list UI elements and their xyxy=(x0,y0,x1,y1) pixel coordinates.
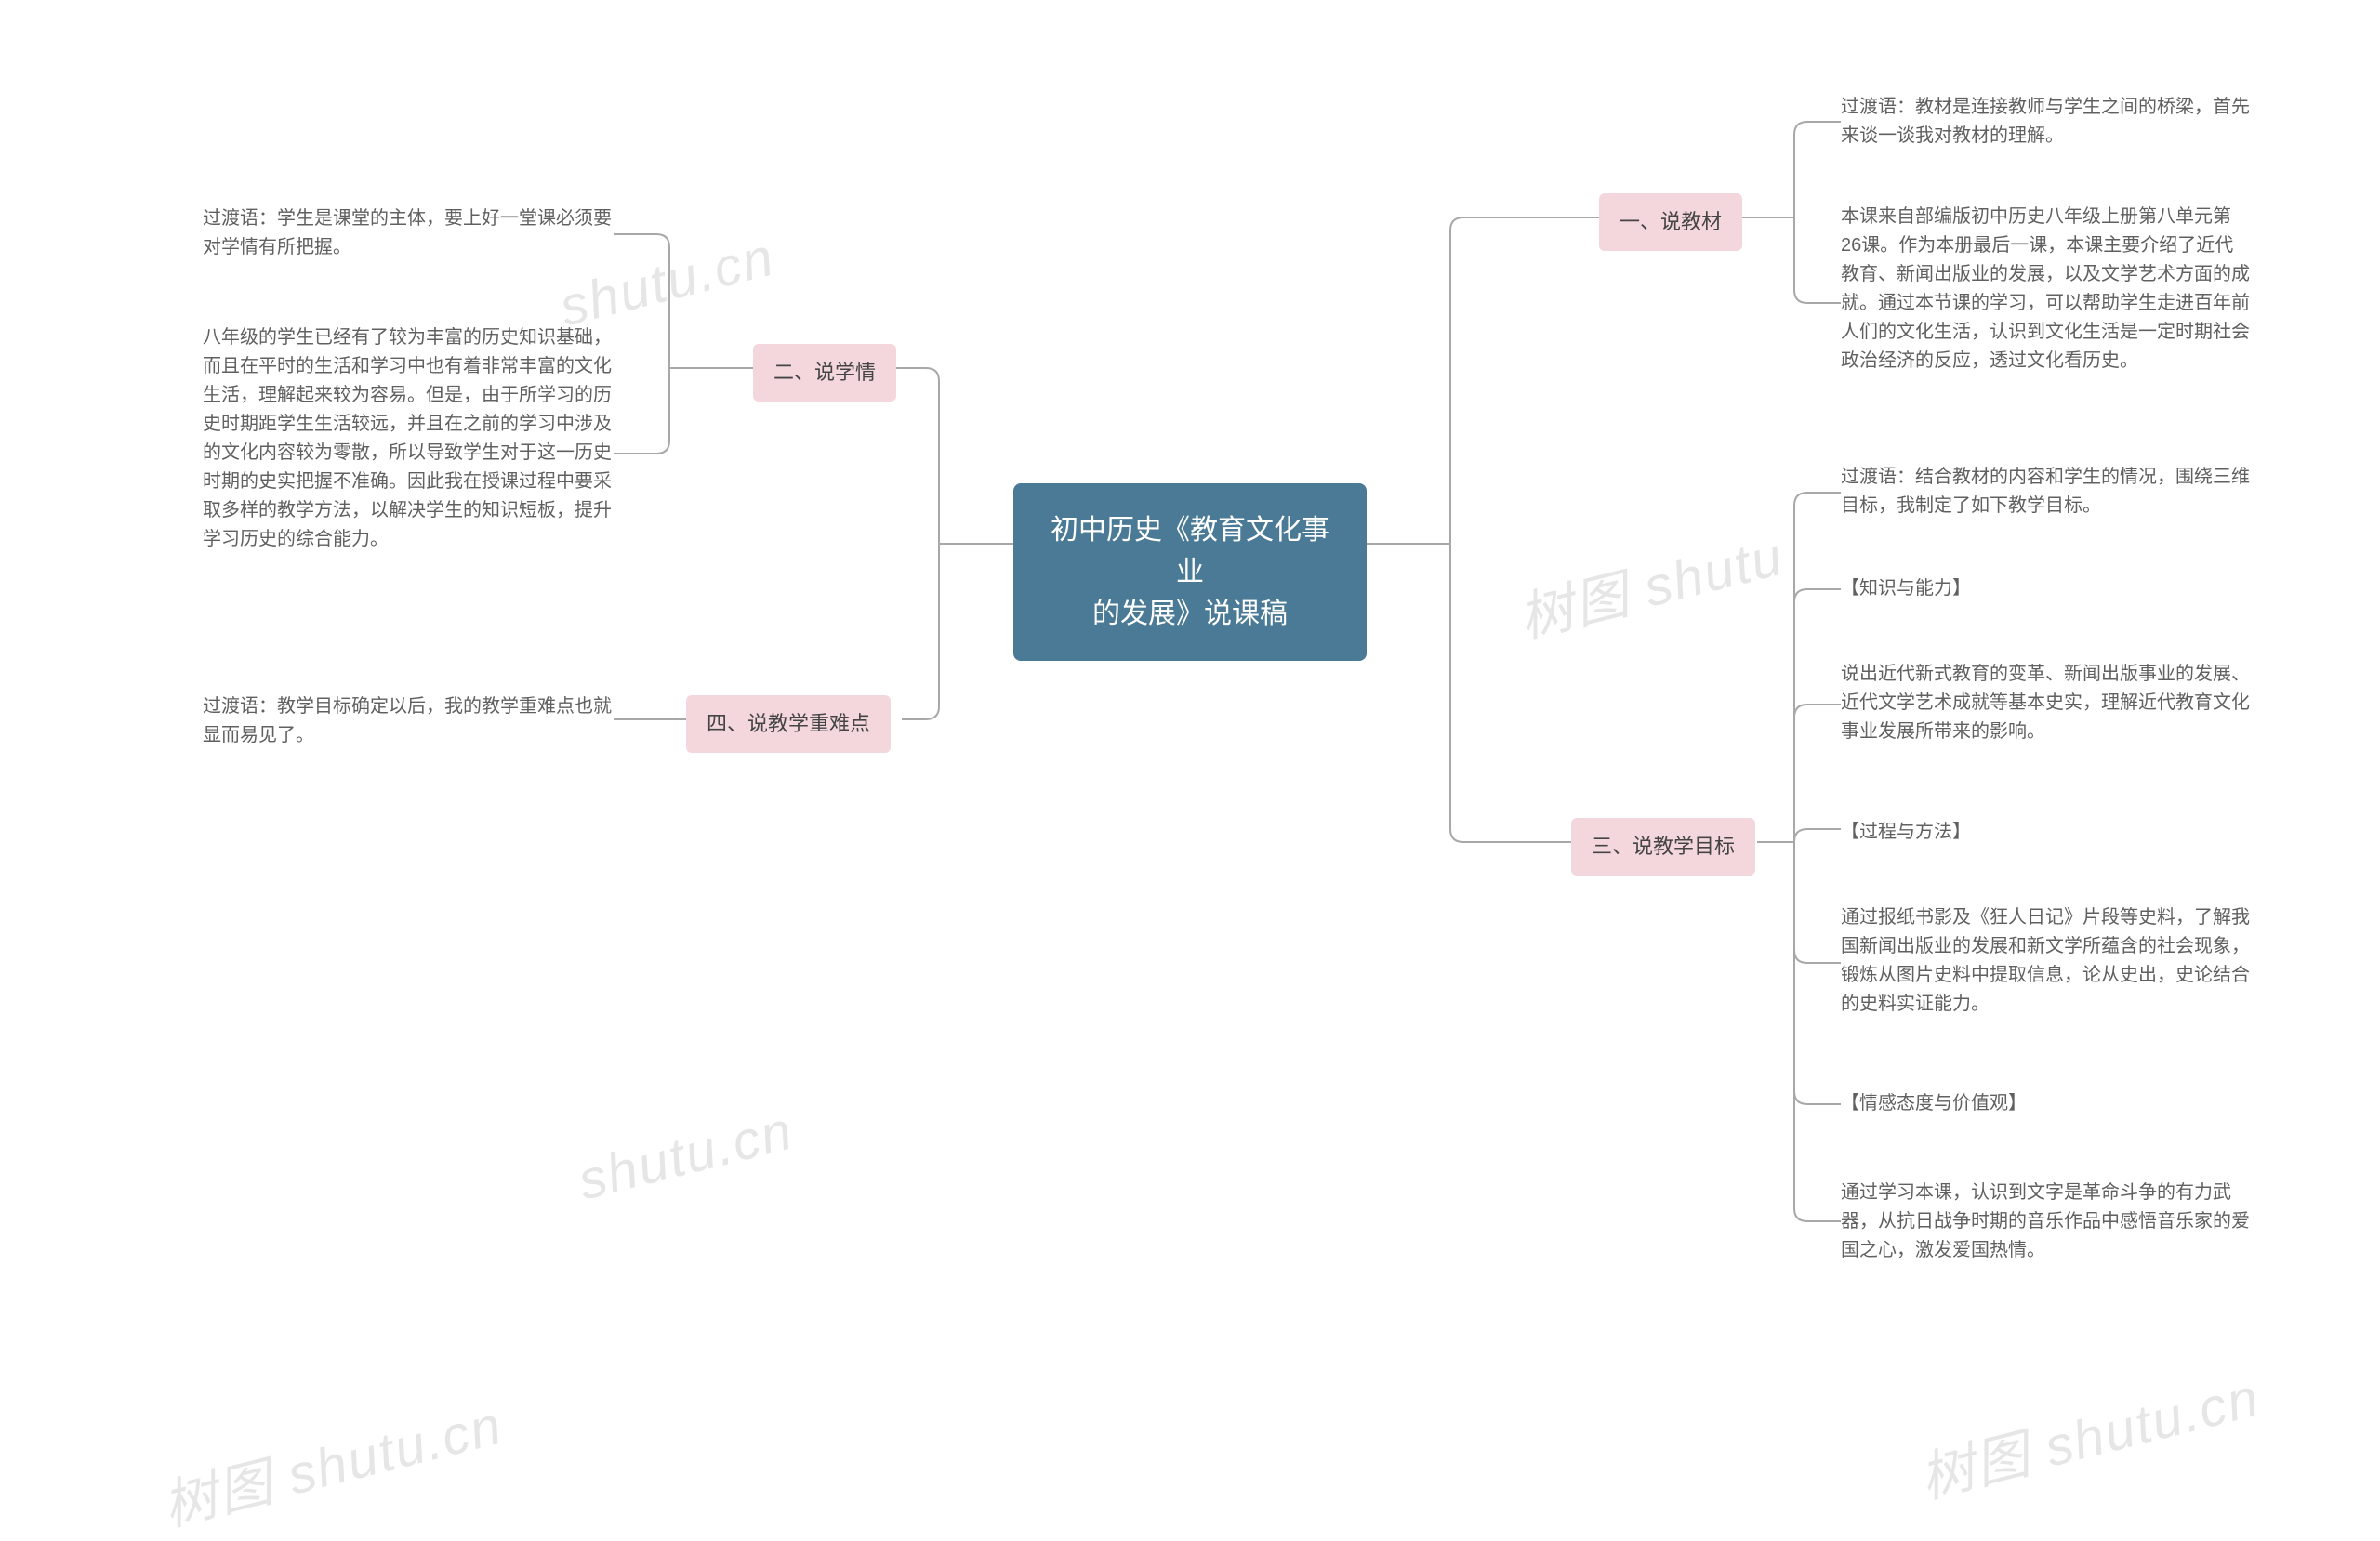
branch-3-leaf-3: 说出近代新式教育的变革、新闻出版事业的发展、近代文学艺术成就等基本史实，理解近代… xyxy=(1841,660,2250,746)
branch-3-leaf-5: 通过报纸书影及《狂人日记》片段等史料，了解我国新闻出版业的发展和新文学所蕴含的社… xyxy=(1841,903,2250,1019)
branch-3-leaf-6: 【情感态度与价值观】 xyxy=(1841,1089,2250,1118)
center-node: 初中历史《教育文化事业 的发展》说课稿 xyxy=(1013,483,1367,661)
branch-4-leaf-1: 过渡语：教学目标确定以后，我的教学重难点也就显而易见了。 xyxy=(203,692,612,750)
watermark: 树图 shutu.cn xyxy=(153,1381,509,1541)
watermark: 树图 shutu.cn xyxy=(1911,1353,2267,1513)
center-line2: 的发展》说课稿 xyxy=(1092,599,1288,629)
branch-2: 二、说学情 xyxy=(753,344,896,402)
branch-3-leaf-2: 【知识与能力】 xyxy=(1841,574,2250,603)
branch-1-leaf-2: 本课来自部编版初中历史八年级上册第八单元第26课。作为本册最后一课，本课主要介绍… xyxy=(1841,203,2250,375)
mindmap-canvas: shutu.cn 树图 shutu.cn shutu.cn 树图 shutu 树… xyxy=(0,0,2380,1536)
branch-3-leaf-4: 【过程与方法】 xyxy=(1841,818,2250,847)
branch-4: 四、说教学重难点 xyxy=(686,695,891,753)
center-line1: 初中历史《教育文化事业 xyxy=(1051,515,1329,587)
branch-3-leaf-1: 过渡语：结合教材的内容和学生的情况，围绕三维目标，我制定了如下教学目标。 xyxy=(1841,463,2250,520)
branch-2-leaf-2: 八年级的学生已经有了较为丰富的历史知识基础，而且在平时的生活和学习中也有着非常丰… xyxy=(203,323,612,554)
branch-1: 一、说教材 xyxy=(1599,193,1742,251)
branch-2-leaf-1: 过渡语：学生是课堂的主体，要上好一堂课必须要对学情有所把握。 xyxy=(203,204,612,262)
branch-3-leaf-7: 通过学习本课，认识到文字是革命斗争的有力武器，从抗日战争时期的音乐作品中感悟音乐… xyxy=(1841,1179,2250,1265)
watermark: 树图 shutu xyxy=(1510,512,1791,653)
branch-3: 三、说教学目标 xyxy=(1571,818,1755,876)
branch-1-leaf-1: 过渡语：教材是连接教师与学生之间的桥梁，首先来谈一谈我对教材的理解。 xyxy=(1841,93,2250,151)
watermark: shutu.cn xyxy=(572,1100,799,1213)
